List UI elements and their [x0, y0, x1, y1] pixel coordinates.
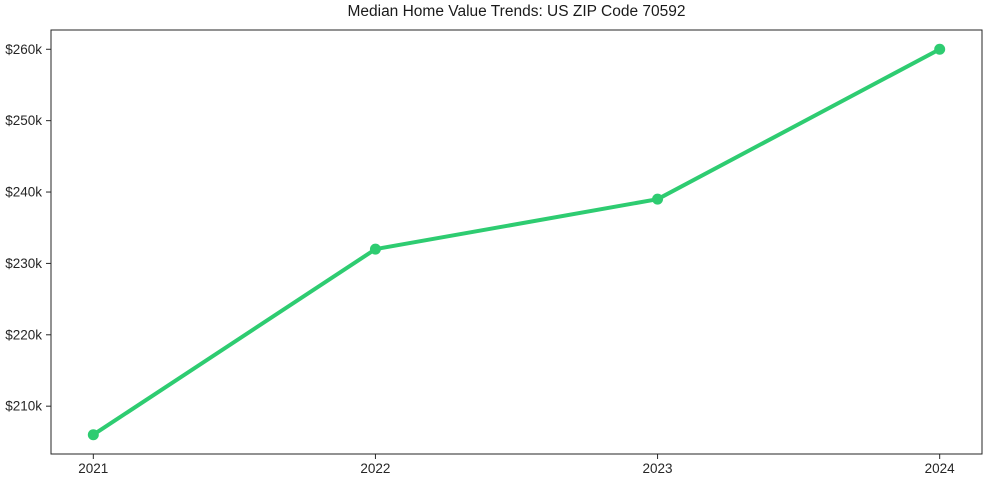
chart-title: Median Home Value Trends: US ZIP Code 70…	[347, 3, 686, 20]
y-tick-label: $220k	[5, 327, 42, 342]
data-point	[87, 429, 99, 441]
data-point	[652, 193, 664, 205]
y-tick-label: $210k	[5, 399, 42, 414]
x-tick-label: 2021	[78, 461, 108, 476]
x-tick-label: 2022	[360, 461, 390, 476]
plot-frame	[50, 29, 983, 455]
data-point	[369, 243, 381, 255]
data-point	[934, 43, 946, 55]
y-tick-label: $260k	[5, 42, 42, 57]
y-tick-label: $240k	[5, 185, 42, 200]
trend-line	[91, 47, 942, 437]
x-tick-label: 2024	[925, 461, 956, 476]
y-tick-label: $250k	[5, 113, 42, 128]
x-tick-label: 2023	[643, 461, 673, 476]
y-tick-label: $230k	[5, 256, 42, 271]
